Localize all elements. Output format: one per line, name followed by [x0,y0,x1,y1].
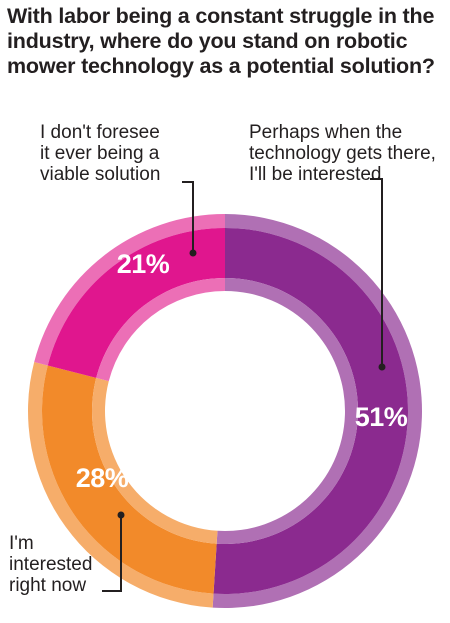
value-label-i-m-interested-right-now: 28% [76,463,129,493]
leader-line-i-don-t-foresee-it-ever-being-a-viable-s [182,181,194,253]
callout-leaders [102,178,386,592]
leader-line-i-m-interested-right-now [102,515,122,592]
callout-line: I don't foresee [40,122,160,143]
donut-rim-i-don-t-foresee-it-ever-being-a-viable-s [34,214,225,366]
callout-label-i-m-interested-right-now: I'm interested right now [9,533,92,596]
leader-dot-i-m-interested-right-now [117,511,125,519]
callout-label-perhaps-when-the-technology-gets-there-i: Perhaps when the technology gets there, I'… [249,122,436,185]
callout-line: I'll be interested [249,164,381,185]
callout-label-i-don-t-foresee-it-ever-being-a-viable-s: I don't foresee it ever being a viable sol… [40,122,160,185]
chart-title: With labor being a constant struggle in … [7,4,435,78]
callout-line: Perhaps when the [249,122,402,143]
value-label-perhaps-when-the-technology-gets-there-i: 51% [355,402,408,432]
value-labels: 51% 28% 21% [76,249,409,493]
donut-inner-rim-i-don-t-foresee-it-ever-being-a-viable-s [96,278,225,382]
donut-slice-perhaps-when-the-technology-gets-there-i [213,228,408,594]
donut-slice-i-don-t-foresee-it-ever-being-a-viable-s [47,228,225,378]
callout-line: it ever being a [40,143,160,164]
callout-line: right now [9,575,86,596]
callout-line: viable solution [40,164,160,185]
callout-labels: Perhaps when the technology gets there, I'… [9,122,436,596]
callout-line: I'm [9,533,34,554]
leader-dot-i-don-t-foresee-it-ever-being-a-viable-s [189,249,197,257]
value-label-i-don-t-foresee-it-ever-being-a-viable-s: 21% [117,249,170,279]
donut-slices [28,214,423,609]
donut-slice-i-m-interested-right-now [41,365,217,594]
callout-line: interested [9,554,92,575]
callout-line: technology gets there, [249,143,436,164]
leader-line-perhaps-when-the-technology-gets-there-i [370,178,383,367]
donut-inner-rim-i-m-interested-right-now [91,377,218,544]
leader-dot-perhaps-when-the-technology-gets-there-i [378,363,386,371]
